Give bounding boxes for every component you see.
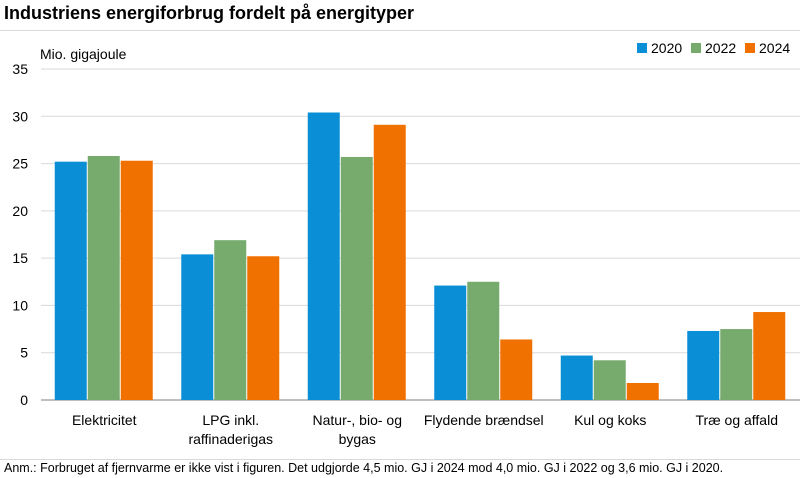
chart-frame: 0 5 10 15 20 25 30 35 Elektricitet LPG inkl. raff… bbox=[0, 30, 800, 460]
footnote: Anm.: Forbruget af fjernvarme er ikke vi… bbox=[4, 461, 724, 475]
legend-swatch-2022 bbox=[691, 43, 701, 53]
x-tick-label-line: Natur-, bio- og bbox=[313, 412, 402, 428]
legend-label-2020: 2020 bbox=[651, 40, 682, 56]
legend-swatch-2020 bbox=[637, 43, 647, 53]
bar-2024-5 bbox=[753, 312, 786, 400]
x-tick-label-line: bygas bbox=[339, 431, 376, 447]
legend: 2020 2022 2024 bbox=[637, 40, 790, 56]
bar-2020-1 bbox=[181, 254, 214, 400]
gridlines bbox=[41, 68, 800, 401]
x-tick-label: Kul og koks bbox=[574, 412, 646, 428]
x-tick-label-line: Kul og koks bbox=[574, 412, 646, 428]
x-tick-label-line: LPG inkl. bbox=[202, 412, 259, 428]
bar-2020-5 bbox=[687, 330, 720, 400]
x-tick-label-line: Flydende brændsel bbox=[424, 412, 544, 428]
bar-2020-0 bbox=[54, 161, 87, 400]
bar-2024-4 bbox=[626, 382, 659, 400]
x-tick-label: Flydende brændsel bbox=[424, 412, 544, 428]
bar-2024-2 bbox=[373, 124, 406, 400]
x-tick-label-line: Elektricitet bbox=[72, 412, 137, 428]
x-tick-label: Natur-, bio- og bygas bbox=[313, 412, 402, 447]
y-tick-label: 0 bbox=[20, 392, 28, 408]
y-tick-label: 15 bbox=[12, 250, 28, 266]
chart-title: Industriens energiforbrug fordelt på ene… bbox=[4, 3, 415, 23]
bar-2022-0 bbox=[87, 156, 120, 400]
y-axis: 0 5 10 15 20 25 30 35 bbox=[12, 61, 28, 408]
x-tick-label: Elektricitet bbox=[72, 412, 137, 428]
bar-2020-2 bbox=[307, 112, 340, 400]
legend-label-2024: 2024 bbox=[759, 40, 790, 56]
y-tick-label: 30 bbox=[12, 108, 28, 124]
bar-2022-3 bbox=[467, 281, 500, 400]
y-tick-label: 20 bbox=[12, 203, 28, 219]
bar-2022-5 bbox=[720, 329, 753, 400]
bar-2024-0 bbox=[120, 160, 153, 400]
y-tick-label: 5 bbox=[20, 345, 28, 361]
bar-2020-3 bbox=[434, 285, 467, 400]
x-tick-label: Træ og affald bbox=[696, 412, 779, 428]
x-tick-label: LPG inkl. raffinaderigas bbox=[188, 412, 273, 447]
x-tick-label-line: raffinaderigas bbox=[188, 431, 273, 447]
bars bbox=[54, 112, 786, 400]
bar-2024-3 bbox=[500, 339, 533, 400]
y-tick-label: 25 bbox=[12, 156, 28, 172]
legend-label-2022: 2022 bbox=[705, 40, 736, 56]
bar-chart: 0 5 10 15 20 25 30 35 Elektricitet LPG inkl. raff… bbox=[12, 40, 800, 447]
y-tick-label: 35 bbox=[12, 61, 28, 77]
y-axis-label: Mio. gigajoule bbox=[40, 46, 127, 62]
bar-2022-2 bbox=[340, 156, 373, 400]
y-tick-label: 10 bbox=[12, 297, 28, 313]
bar-2024-1 bbox=[247, 256, 280, 400]
legend-swatch-2024 bbox=[745, 43, 755, 53]
x-tick-label-line: Træ og affald bbox=[696, 412, 779, 428]
bar-2020-4 bbox=[560, 355, 593, 400]
bar-2022-1 bbox=[214, 240, 247, 400]
bar-2022-4 bbox=[593, 360, 626, 400]
x-axis: Elektricitet LPG inkl. raffinaderigas Natur… bbox=[72, 412, 778, 447]
